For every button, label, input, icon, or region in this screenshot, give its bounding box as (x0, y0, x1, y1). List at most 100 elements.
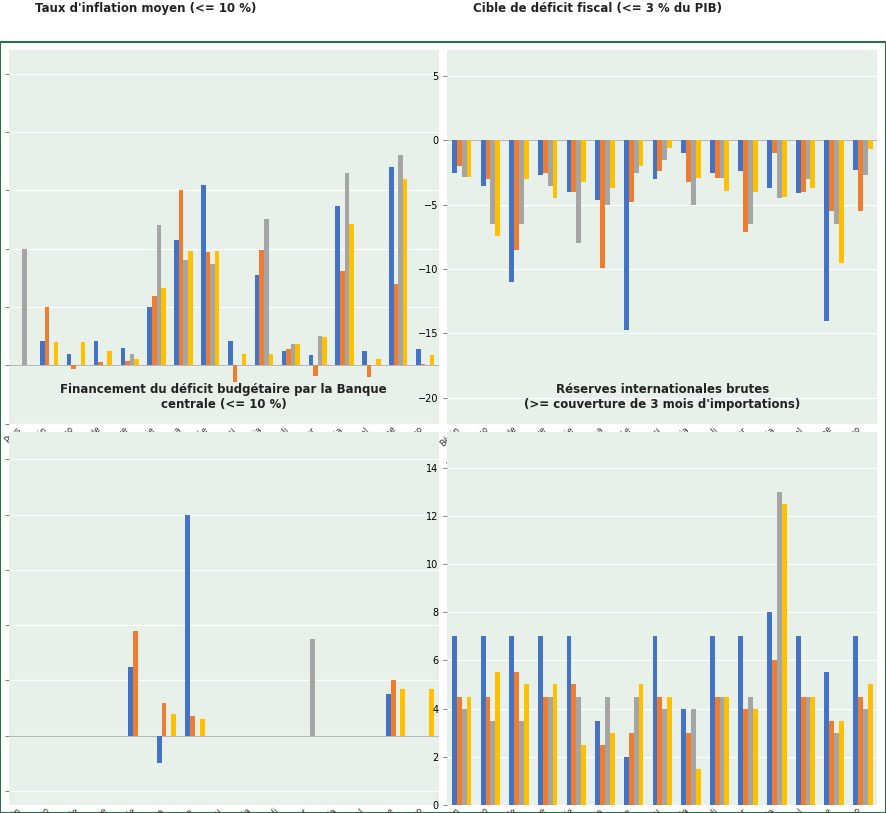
Bar (639, 685, 643, 805)
Bar (291, 344, 295, 365)
Bar (481, 637, 486, 805)
Bar (175, 241, 179, 365)
Text: Cible de déficit fiscal (<= 3 % du PIB): Cible de déficit fiscal (<= 3 % du PIB) (473, 2, 722, 15)
Text: Réserves internationales brutes
(>= couverture de 3 mois d'importations): Réserves internationales brutes (>= couv… (525, 383, 800, 411)
Bar (767, 141, 772, 188)
Bar (161, 289, 166, 365)
Bar (72, 365, 76, 369)
Bar (376, 359, 381, 365)
Bar (524, 141, 529, 179)
Bar (491, 141, 495, 224)
Text: Figure 15 : Critères de convergence primaires: Figure 15 : Critères de convergence prim… (253, 15, 633, 31)
Bar (210, 263, 214, 365)
Bar (548, 697, 553, 805)
Bar (739, 637, 743, 805)
Bar (624, 141, 629, 329)
Text: Financement du déficit budgétaire par la Banque
centrale (<= 10 %): Financement du déficit budgétaire par la… (60, 383, 387, 411)
Bar (340, 271, 345, 365)
Bar (829, 720, 834, 805)
Bar (777, 492, 781, 805)
Bar (133, 631, 137, 736)
Bar (610, 141, 615, 188)
Bar (391, 680, 395, 736)
Bar (657, 141, 662, 172)
Bar (514, 141, 519, 250)
Bar (107, 351, 112, 365)
Bar (548, 141, 553, 185)
Bar (336, 206, 340, 365)
Bar (662, 141, 667, 160)
Bar (576, 141, 581, 243)
Bar (834, 141, 839, 224)
Bar (772, 660, 777, 805)
Bar (467, 141, 471, 176)
Bar (739, 141, 743, 172)
Bar (781, 141, 787, 197)
Bar (743, 709, 748, 805)
Bar (858, 697, 863, 805)
Bar (543, 697, 548, 805)
Bar (157, 225, 161, 365)
Bar (403, 179, 408, 365)
Bar (667, 141, 672, 148)
Bar (610, 733, 615, 805)
Bar (581, 745, 586, 805)
Bar (399, 155, 403, 365)
Bar (481, 141, 486, 185)
Bar (188, 251, 192, 365)
Bar (715, 141, 719, 178)
Bar (486, 141, 491, 179)
Bar (662, 709, 667, 805)
Bar (719, 697, 725, 805)
Bar (362, 351, 367, 365)
Bar (429, 689, 434, 736)
Bar (135, 359, 139, 365)
Bar (715, 697, 719, 805)
Bar (772, 141, 777, 154)
Bar (128, 667, 133, 736)
Bar (863, 709, 867, 805)
Bar (318, 336, 323, 365)
Bar (125, 361, 129, 365)
Bar (349, 224, 354, 365)
Bar (495, 672, 500, 805)
Bar (214, 251, 220, 365)
Bar (581, 141, 586, 181)
Bar (129, 354, 135, 365)
Bar (313, 365, 318, 376)
Bar (40, 341, 44, 365)
Bar (179, 190, 183, 365)
Bar (264, 220, 268, 365)
Bar (268, 354, 273, 365)
Bar (553, 685, 557, 805)
Bar (753, 709, 758, 805)
Bar (152, 297, 157, 365)
Bar (486, 697, 491, 805)
Bar (696, 769, 701, 805)
Bar (681, 709, 686, 805)
Bar (825, 672, 829, 805)
Bar (753, 141, 758, 192)
Bar (629, 733, 633, 805)
Bar (400, 689, 405, 736)
Bar (183, 260, 188, 365)
Bar (462, 141, 467, 176)
Bar (653, 637, 657, 805)
Bar (538, 141, 543, 176)
Bar (696, 141, 701, 178)
Bar (595, 141, 600, 200)
Bar (66, 354, 72, 365)
Bar (691, 141, 696, 205)
Bar (201, 185, 206, 365)
Bar (345, 173, 349, 365)
Bar (367, 365, 371, 377)
Bar (858, 141, 863, 211)
Bar (725, 697, 729, 805)
Bar (796, 141, 801, 193)
Bar (393, 284, 399, 365)
Bar (667, 697, 672, 805)
Bar (519, 720, 524, 805)
Bar (595, 720, 600, 805)
Bar (120, 348, 125, 365)
Bar (624, 757, 629, 805)
